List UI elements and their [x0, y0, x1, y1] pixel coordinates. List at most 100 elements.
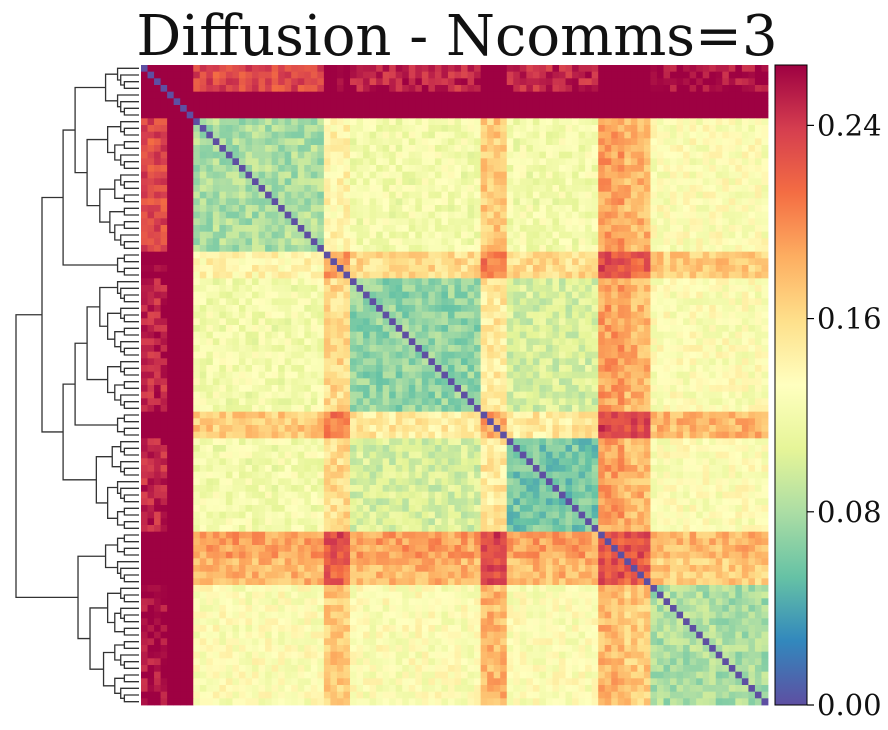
heatmap-cell	[689, 185, 697, 193]
heatmap-cell	[389, 351, 397, 359]
heatmap-cell	[382, 151, 390, 159]
heatmap-cell	[650, 118, 658, 126]
heatmap-cell	[617, 358, 625, 366]
heatmap-cell	[500, 98, 508, 106]
heatmap-cell	[532, 291, 540, 299]
heatmap-cell	[598, 325, 606, 333]
heatmap-cell	[271, 218, 279, 226]
heatmap-cell	[402, 258, 410, 266]
heatmap-cell	[186, 238, 194, 246]
heatmap-cell	[559, 305, 566, 313]
heatmap-cell	[559, 351, 566, 359]
heatmap-cell	[709, 165, 717, 173]
dendrogram-branch	[116, 537, 125, 553]
heatmap-cell	[761, 131, 769, 139]
heatmap-cell	[199, 391, 207, 399]
heatmap-cell	[363, 105, 370, 113]
heatmap-cell	[199, 178, 207, 186]
heatmap-cell	[245, 118, 253, 126]
heatmap-cell	[513, 265, 521, 273]
heatmap-cell	[676, 325, 684, 333]
heatmap-cell	[238, 211, 246, 219]
heatmap-cell	[323, 305, 331, 313]
heatmap-cell	[180, 91, 188, 99]
heatmap-cell	[408, 398, 416, 406]
heatmap-cell	[350, 298, 357, 306]
heatmap-cell	[552, 118, 560, 126]
heatmap-cell	[617, 91, 625, 99]
heatmap-cell	[291, 271, 299, 279]
heatmap-cell	[689, 385, 697, 393]
heatmap-cell	[291, 105, 299, 113]
heatmap-cell	[238, 191, 246, 199]
heatmap-cell	[480, 338, 488, 346]
heatmap-cell	[310, 338, 318, 346]
heatmap-cell	[350, 358, 357, 366]
dendrogram-branch	[120, 394, 139, 406]
heatmap-cell	[748, 385, 756, 393]
heatmap-cell	[330, 251, 338, 259]
heatmap-cell	[245, 231, 253, 239]
heatmap-cell	[389, 191, 397, 199]
heatmap-cell	[702, 178, 710, 186]
heatmap-cell	[336, 111, 344, 119]
heatmap-cell	[317, 278, 325, 286]
heatmap-cell	[506, 278, 514, 286]
heatmap-cell	[467, 178, 475, 186]
heatmap-cell	[598, 65, 606, 73]
heatmap-cell	[683, 185, 691, 193]
heatmap-cell	[728, 311, 736, 319]
heatmap-cell	[434, 278, 442, 286]
heatmap-cell	[617, 391, 625, 399]
heatmap-cell	[643, 138, 651, 146]
heatmap-cell	[650, 131, 658, 139]
heatmap-cell	[199, 225, 207, 233]
heatmap-cell	[193, 78, 201, 86]
heatmap-cell	[167, 185, 175, 193]
heatmap-cell	[154, 331, 161, 339]
heatmap-cell	[591, 365, 599, 373]
heatmap-cell	[447, 345, 455, 353]
heatmap-cell	[748, 398, 756, 406]
heatmap-cell	[147, 351, 155, 359]
dendrogram-branch	[114, 331, 125, 348]
heatmap-cell	[382, 238, 390, 246]
heatmap-cell	[754, 231, 762, 239]
heatmap-cell	[193, 285, 201, 293]
heatmap-cell	[506, 225, 514, 233]
heatmap-cell	[454, 285, 462, 293]
heatmap-cell	[245, 365, 253, 373]
heatmap-cell	[219, 371, 227, 379]
heatmap-cell	[611, 265, 619, 273]
heatmap-cell	[670, 351, 677, 359]
heatmap-cell	[238, 331, 246, 339]
heatmap-cell	[180, 271, 188, 279]
heatmap-cell	[748, 285, 756, 293]
heatmap-cell	[670, 118, 677, 126]
heatmap-cell	[173, 158, 181, 166]
heatmap-cell	[637, 378, 645, 386]
heatmap-cell	[461, 218, 468, 226]
heatmap-cell	[467, 398, 475, 406]
heatmap-cell	[650, 325, 658, 333]
heatmap-cell	[526, 138, 534, 146]
heatmap-cell	[167, 171, 175, 179]
heatmap-cell	[389, 71, 397, 79]
heatmap-cell	[539, 365, 547, 373]
heatmap-cell	[487, 178, 495, 186]
heatmap-cell	[147, 165, 155, 173]
heatmap-cell	[232, 171, 240, 179]
heatmap-cell	[500, 245, 508, 253]
heatmap-cell	[487, 131, 495, 139]
heatmap-cell	[350, 111, 357, 119]
heatmap-cell	[382, 285, 390, 293]
heatmap-cell	[376, 351, 384, 359]
heatmap-cell	[552, 218, 560, 226]
heatmap-cell	[461, 378, 468, 386]
heatmap-cell	[291, 338, 299, 346]
heatmap-cell	[519, 305, 527, 313]
heatmap-cell	[141, 311, 148, 319]
heatmap-cell	[461, 171, 468, 179]
heatmap-cell	[428, 325, 436, 333]
heatmap-cell	[408, 71, 416, 79]
